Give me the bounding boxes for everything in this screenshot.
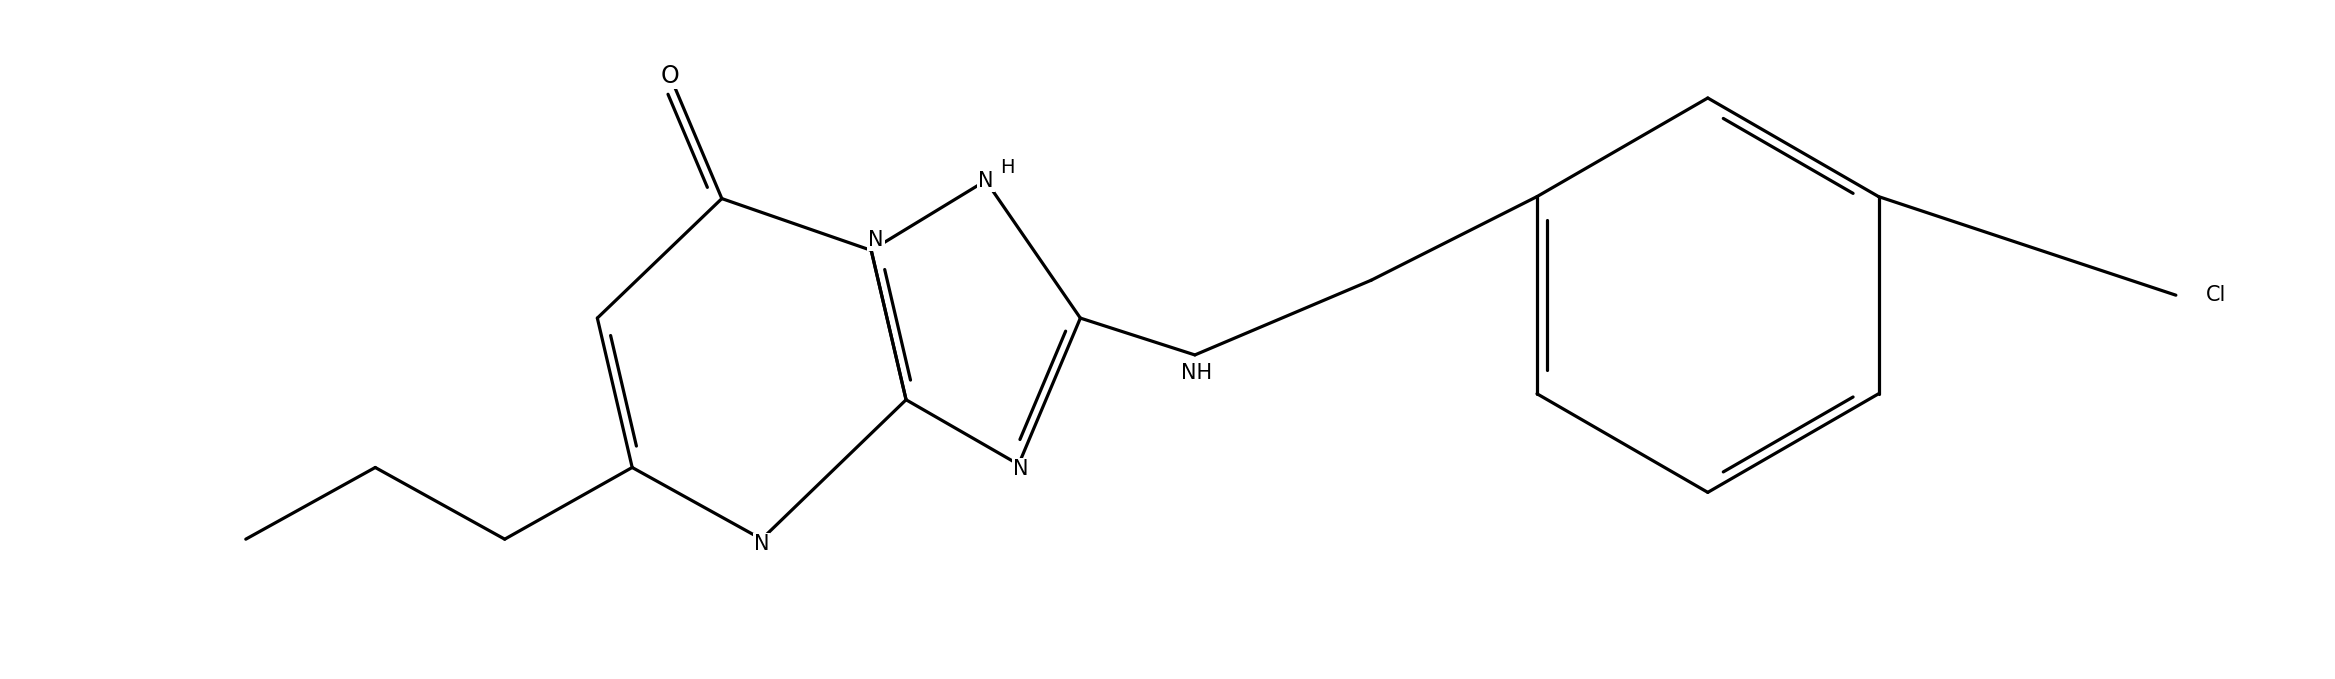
Text: Cl: Cl bbox=[2207, 285, 2225, 305]
Text: N: N bbox=[754, 534, 771, 554]
Text: NH: NH bbox=[1182, 363, 1212, 383]
Text: N: N bbox=[1013, 460, 1027, 479]
Text: N: N bbox=[869, 230, 885, 251]
Text: O: O bbox=[661, 64, 679, 88]
Text: N: N bbox=[978, 170, 992, 191]
Text: H: H bbox=[999, 158, 1016, 177]
